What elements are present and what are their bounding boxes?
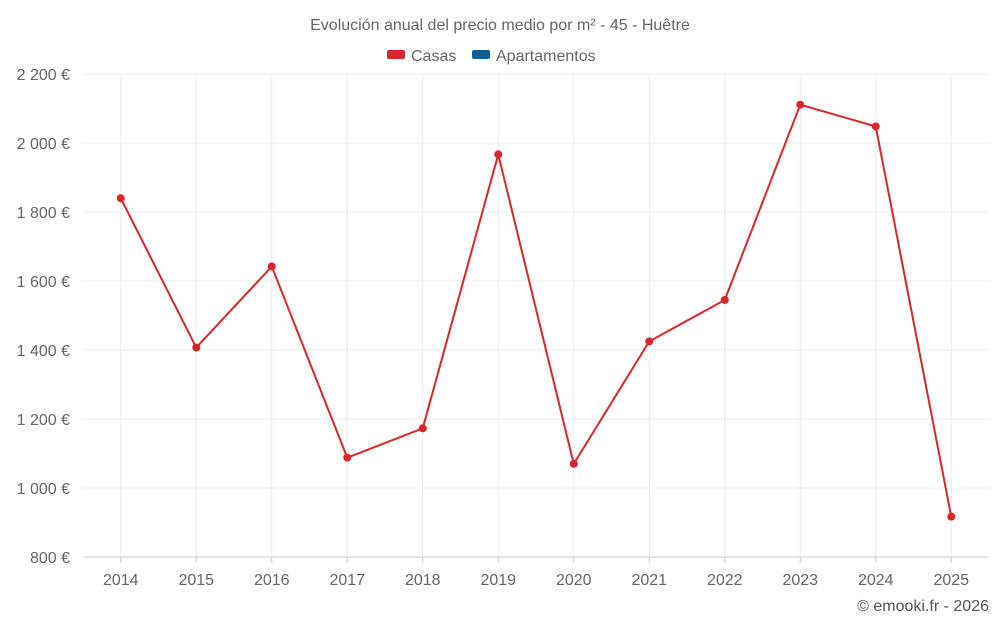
y-tick-label: 1 400 €	[17, 343, 70, 360]
x-tick-label: 2022	[707, 572, 743, 589]
data-point[interactable]	[645, 337, 654, 346]
x-tick-label: 2016	[254, 572, 290, 589]
legend-item-apartamentos[interactable]: Apartamentos	[472, 48, 596, 65]
legend-item-casas[interactable]: Casas	[387, 48, 456, 65]
legend-swatch-apartamentos	[472, 50, 490, 59]
y-tick-label: 1 800 €	[17, 205, 70, 222]
data-point[interactable]	[267, 262, 276, 271]
data-point[interactable]	[796, 100, 805, 109]
x-tick-label: 2024	[858, 572, 894, 589]
y-tick-label: 2 000 €	[17, 136, 70, 153]
x-tick-label: 2025	[933, 572, 969, 589]
grid	[83, 73, 989, 558]
data-point[interactable]	[494, 150, 503, 159]
data-point[interactable]	[343, 453, 352, 462]
y-tick-label: 2 200 €	[17, 67, 70, 84]
x-tick-label: 2023	[782, 572, 818, 589]
credit-text: © emooki.fr - 2026	[857, 598, 989, 615]
y-tick-label: 1 200 €	[17, 412, 70, 429]
data-point[interactable]	[720, 295, 729, 304]
x-tick-label: 2015	[178, 572, 214, 589]
series-line-casas	[119, 103, 953, 517]
data-point[interactable]	[569, 459, 578, 468]
y-tick-label: 1 000 €	[17, 481, 70, 498]
series-casas	[116, 100, 956, 521]
data-point[interactable]	[947, 512, 956, 521]
legend: Casas Apartamentos	[387, 48, 596, 65]
y-axis: 800 € 1 000 € 1 200 € 1 400 € 1 600 € 1 800 €…	[17, 67, 70, 567]
legend-swatch-casas	[387, 50, 405, 59]
x-tick-label: 2021	[631, 572, 667, 589]
x-tick-label: 2014	[103, 572, 139, 589]
y-tick-label: 800 €	[30, 550, 70, 567]
y-tick-label: 1 600 €	[17, 274, 70, 291]
x-tick-label: 2019	[480, 572, 516, 589]
legend-label-apartamentos: Apartamentos	[496, 48, 596, 65]
x-axis: 2014 2015 2016 2017 2018 2019 2020 2021 2022 2023…	[103, 557, 969, 589]
data-point[interactable]	[871, 122, 880, 131]
chart-title: Evolución anual del precio medio por m² …	[310, 17, 690, 34]
data-point[interactable]	[192, 343, 201, 352]
x-tick-label: 2018	[405, 572, 441, 589]
x-tick-label: 2020	[556, 572, 592, 589]
x-tick-label: 2017	[329, 572, 365, 589]
data-point[interactable]	[418, 424, 427, 433]
legend-label-casas: Casas	[411, 48, 456, 65]
data-point[interactable]	[116, 194, 125, 203]
